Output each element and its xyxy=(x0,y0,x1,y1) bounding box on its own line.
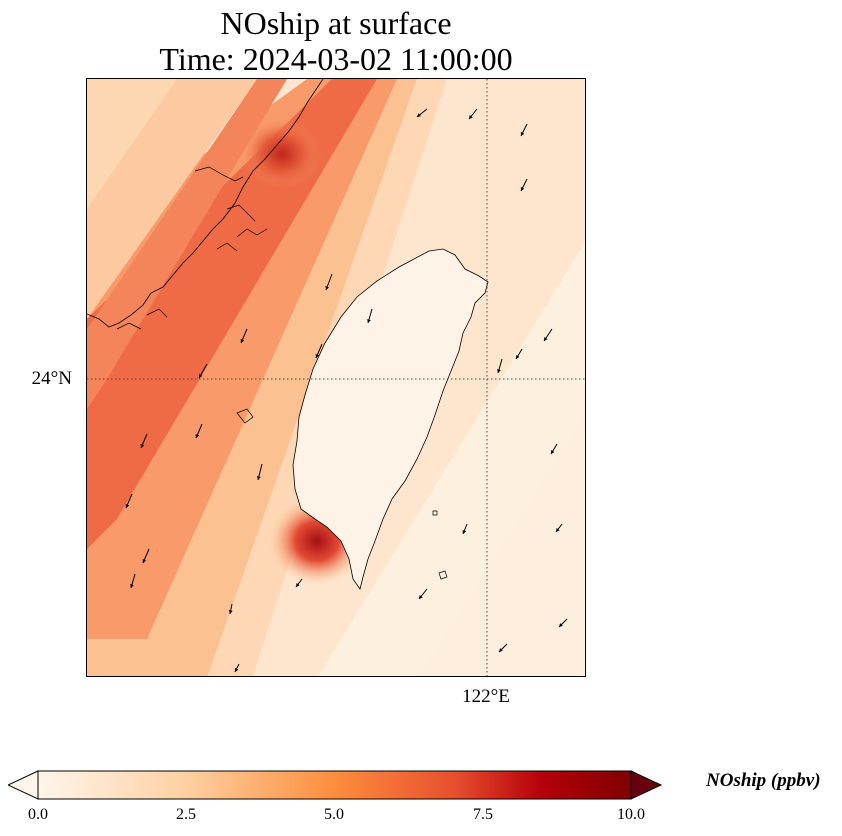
wind-vector-head-19 xyxy=(296,583,300,587)
colorbar-tick-4: 10.0 xyxy=(617,806,645,823)
wind-vector-head-18 xyxy=(234,668,239,672)
map-subtitle-time: Time: 2024-03-02 11:00:00 xyxy=(159,41,513,77)
wind-vector-head-26 xyxy=(469,115,473,119)
map-canvas xyxy=(87,79,585,676)
wind-vector-head-24 xyxy=(559,623,563,627)
colorbar-max-extend xyxy=(630,770,663,800)
colorbar-tick-1: 2.5 xyxy=(176,806,196,823)
taiwan-coastline xyxy=(292,248,489,590)
wind-vector-head-20 xyxy=(462,530,467,534)
colorbar-min-extend xyxy=(8,770,39,800)
wind-vector-head-2 xyxy=(325,286,330,290)
colorbar-tick-2: 5.0 xyxy=(324,806,344,823)
plume-core-band xyxy=(87,79,377,549)
hotspot-north xyxy=(242,119,322,189)
map-title: NOship at surface xyxy=(220,5,452,41)
wind-vector-head-23 xyxy=(499,648,503,652)
penghu-islands xyxy=(236,408,254,424)
wind-vector-head-16 xyxy=(130,584,134,588)
wind-vector-head-4 xyxy=(240,339,245,343)
wind-vector-head-0 xyxy=(417,113,421,117)
colorbar-gradient xyxy=(37,770,632,800)
colorbar xyxy=(8,768,664,802)
wind-vector-head-15 xyxy=(142,559,147,563)
wind-vector-head-7 xyxy=(544,337,548,341)
wind-vector-head-9 xyxy=(497,369,501,373)
wind-vector-head-6 xyxy=(367,319,371,323)
lat-tick-label: 24°N xyxy=(31,368,72,389)
wind-vector-head-5 xyxy=(315,354,320,358)
lon-tick-label: 122°E xyxy=(462,686,510,707)
wind-vector-head-13 xyxy=(551,450,555,454)
wind-vector-head-12 xyxy=(256,476,261,480)
wind-vector-head-11 xyxy=(195,434,200,438)
wind-vector-head-25 xyxy=(520,132,525,136)
wind-vector-head-22 xyxy=(419,595,423,599)
wind-vector-head-21 xyxy=(556,528,560,532)
wind-vector-head-10 xyxy=(140,444,145,448)
wind-vector-head-8 xyxy=(516,355,520,359)
wind-vector-field xyxy=(125,108,568,673)
colorbar-label: NOship (ppbv) xyxy=(706,770,821,791)
colorbar-tick-3: 7.5 xyxy=(473,806,493,823)
mainland-coastline xyxy=(87,79,324,328)
map-panel xyxy=(86,78,586,677)
wind-vector-head-17 xyxy=(228,610,233,614)
wind-vector-head-3 xyxy=(199,374,203,378)
small-island xyxy=(432,510,448,580)
wind-vector-head-14 xyxy=(125,504,130,508)
wind-vector-head-1 xyxy=(520,187,525,191)
colorbar-tick-0: 0.0 xyxy=(28,806,48,823)
